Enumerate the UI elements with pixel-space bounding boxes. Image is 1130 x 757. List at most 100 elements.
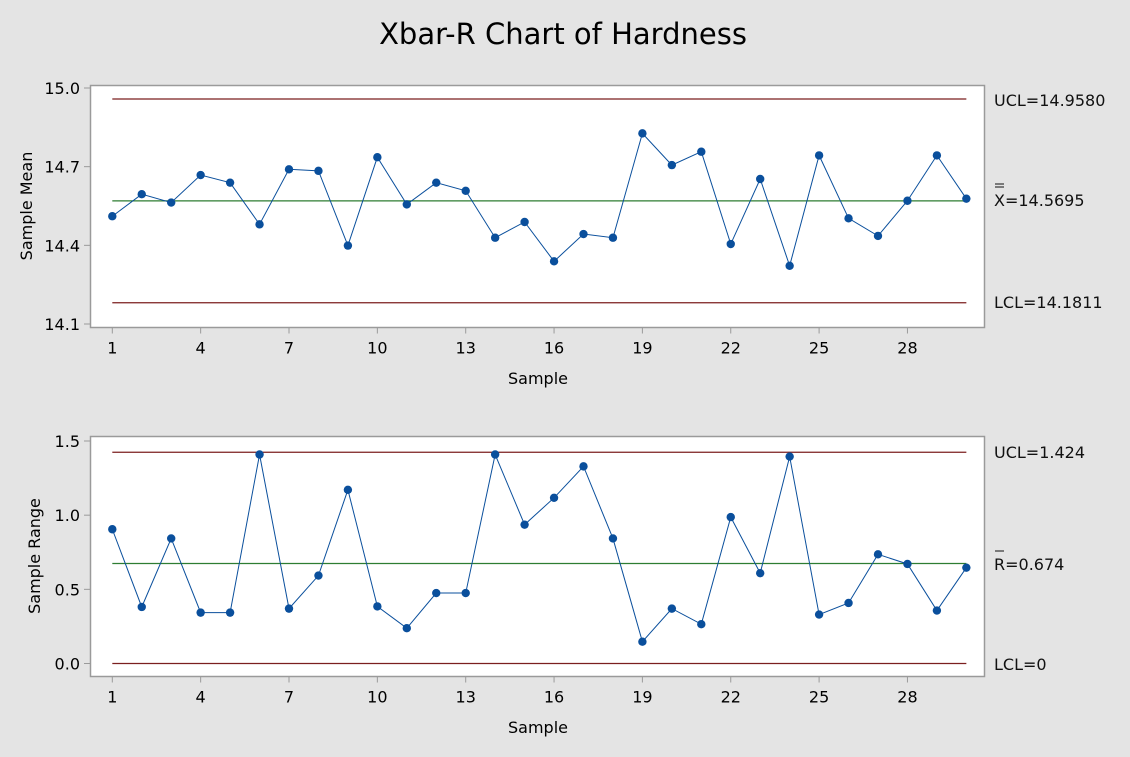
- data-point: [314, 571, 323, 580]
- xbar-lcl-label: LCL=14.1811: [994, 293, 1103, 312]
- data-point: [284, 604, 294, 613]
- data-point: [579, 462, 588, 471]
- xbar-center-symbol: X: [994, 191, 1005, 210]
- r-center-value: =0.674: [1005, 555, 1064, 574]
- r-ucl-label: UCL=1.424: [994, 443, 1085, 462]
- y-tick-label: 14.1: [44, 315, 80, 334]
- data-point: [137, 190, 146, 199]
- x-tick-label: 28: [897, 339, 917, 358]
- r-chart-panel: 0.0 0.5 1.0 1.5 1 4 7 10 13 16 19 22 25 28 Sample Sa…: [25, 432, 1085, 737]
- data-point: [844, 214, 853, 223]
- xbar-x-axis-title: Sample: [508, 369, 568, 388]
- data-point: [314, 166, 323, 176]
- xbar-y-axis: 14.1 14.4 14.7 15.0: [44, 79, 91, 334]
- r-y-axis: 0.0 0.5 1.0 1.5: [55, 432, 91, 674]
- x-tick-label: 10: [367, 339, 387, 358]
- data-point: [461, 588, 470, 598]
- data-point: [903, 196, 912, 205]
- x-tick-label: 1: [107, 688, 117, 707]
- r-center-symbol: R: [994, 555, 1005, 574]
- data-point: [814, 610, 824, 619]
- r-control-lines: [112, 451, 967, 665]
- xbar-control-lines: [112, 98, 967, 304]
- data-point: [255, 450, 264, 459]
- x-tick-label: 19: [632, 339, 652, 358]
- data-point: [873, 231, 883, 241]
- x-tick-label: 25: [809, 339, 829, 358]
- data-point: [785, 261, 794, 270]
- x-tick-label: 16: [544, 339, 564, 358]
- data-point: [549, 257, 559, 266]
- r-center-label: R=0.674: [994, 555, 1064, 574]
- r-x-axis: 1 4 7 10 13 16 19 22 25 28: [107, 676, 918, 707]
- y-tick-label: 1.5: [55, 432, 80, 451]
- data-point: [697, 147, 706, 156]
- xbar-ucl-label: UCL=14.9580: [994, 91, 1105, 110]
- data-point: [903, 559, 912, 569]
- data-point: [373, 602, 382, 611]
- data-point: [402, 200, 411, 209]
- x-tick-label: 22: [721, 688, 741, 707]
- data-point: [373, 153, 382, 162]
- r-plot-area: [89, 435, 986, 678]
- data-point: [137, 602, 146, 612]
- xbar-chart-panel: 14.1 14.4 14.7 15.0 1 4 7 10 13 16 19 22 25 28 Sampl…: [17, 79, 1105, 388]
- data-point: [225, 608, 235, 617]
- x-tick-label: 10: [367, 688, 387, 707]
- data-point: [638, 129, 647, 138]
- xbar-center-value: =14.5695: [1005, 191, 1085, 210]
- data-point: [225, 178, 235, 187]
- data-point: [108, 525, 117, 534]
- data-point: [608, 534, 618, 543]
- data-point: [490, 450, 500, 459]
- data-point: [196, 608, 205, 617]
- data-point: [343, 241, 353, 250]
- x-tick-label: 13: [456, 688, 476, 707]
- data-point: [932, 606, 942, 615]
- data-point: [196, 170, 205, 180]
- y-tick-label: 0.5: [55, 580, 80, 599]
- r-data-line: [111, 452, 967, 643]
- data-point: [756, 174, 765, 184]
- data-point: [844, 598, 853, 608]
- x-tick-label: 25: [809, 688, 829, 707]
- xbar-x-axis: 1 4 7 10 13 16 19 22 25 28: [107, 327, 918, 358]
- x-tick-label: 7: [284, 688, 294, 707]
- x-tick-label: 4: [196, 688, 206, 707]
- xbar-plot-area: [89, 84, 986, 329]
- data-point: [667, 604, 677, 613]
- data-point: [962, 194, 971, 203]
- data-point: [108, 212, 117, 221]
- r-y-axis-title: Sample Range: [25, 498, 44, 614]
- data-point: [726, 239, 735, 249]
- y-tick-label: 1.0: [55, 506, 80, 525]
- xbar-data-line: [112, 132, 967, 268]
- data-point: [284, 165, 294, 174]
- r-data-series: [108, 450, 971, 646]
- data-point: [432, 178, 441, 187]
- data-point: [167, 534, 176, 543]
- data-point: [520, 217, 529, 227]
- r-lcl-label: LCL=0: [994, 655, 1047, 674]
- data-point: [962, 563, 971, 572]
- data-point: [520, 520, 529, 529]
- data-point: [932, 151, 942, 160]
- x-tick-label: 4: [196, 339, 206, 358]
- data-point: [726, 512, 735, 522]
- xbar-data-series: [108, 129, 971, 270]
- data-point: [756, 568, 765, 578]
- y-tick-label: 0.0: [55, 655, 80, 674]
- x-tick-label: 13: [456, 339, 476, 358]
- data-point: [785, 452, 794, 461]
- y-tick-label: 15.0: [44, 79, 80, 98]
- data-point: [873, 550, 883, 559]
- data-point: [579, 229, 588, 239]
- x-tick-label: 19: [632, 688, 652, 707]
- data-point: [814, 151, 824, 160]
- data-point: [343, 485, 353, 495]
- data-point: [255, 220, 264, 229]
- data-point: [167, 198, 176, 207]
- data-point: [432, 588, 441, 598]
- chart-title: Xbar-R Chart of Hardness: [379, 17, 747, 51]
